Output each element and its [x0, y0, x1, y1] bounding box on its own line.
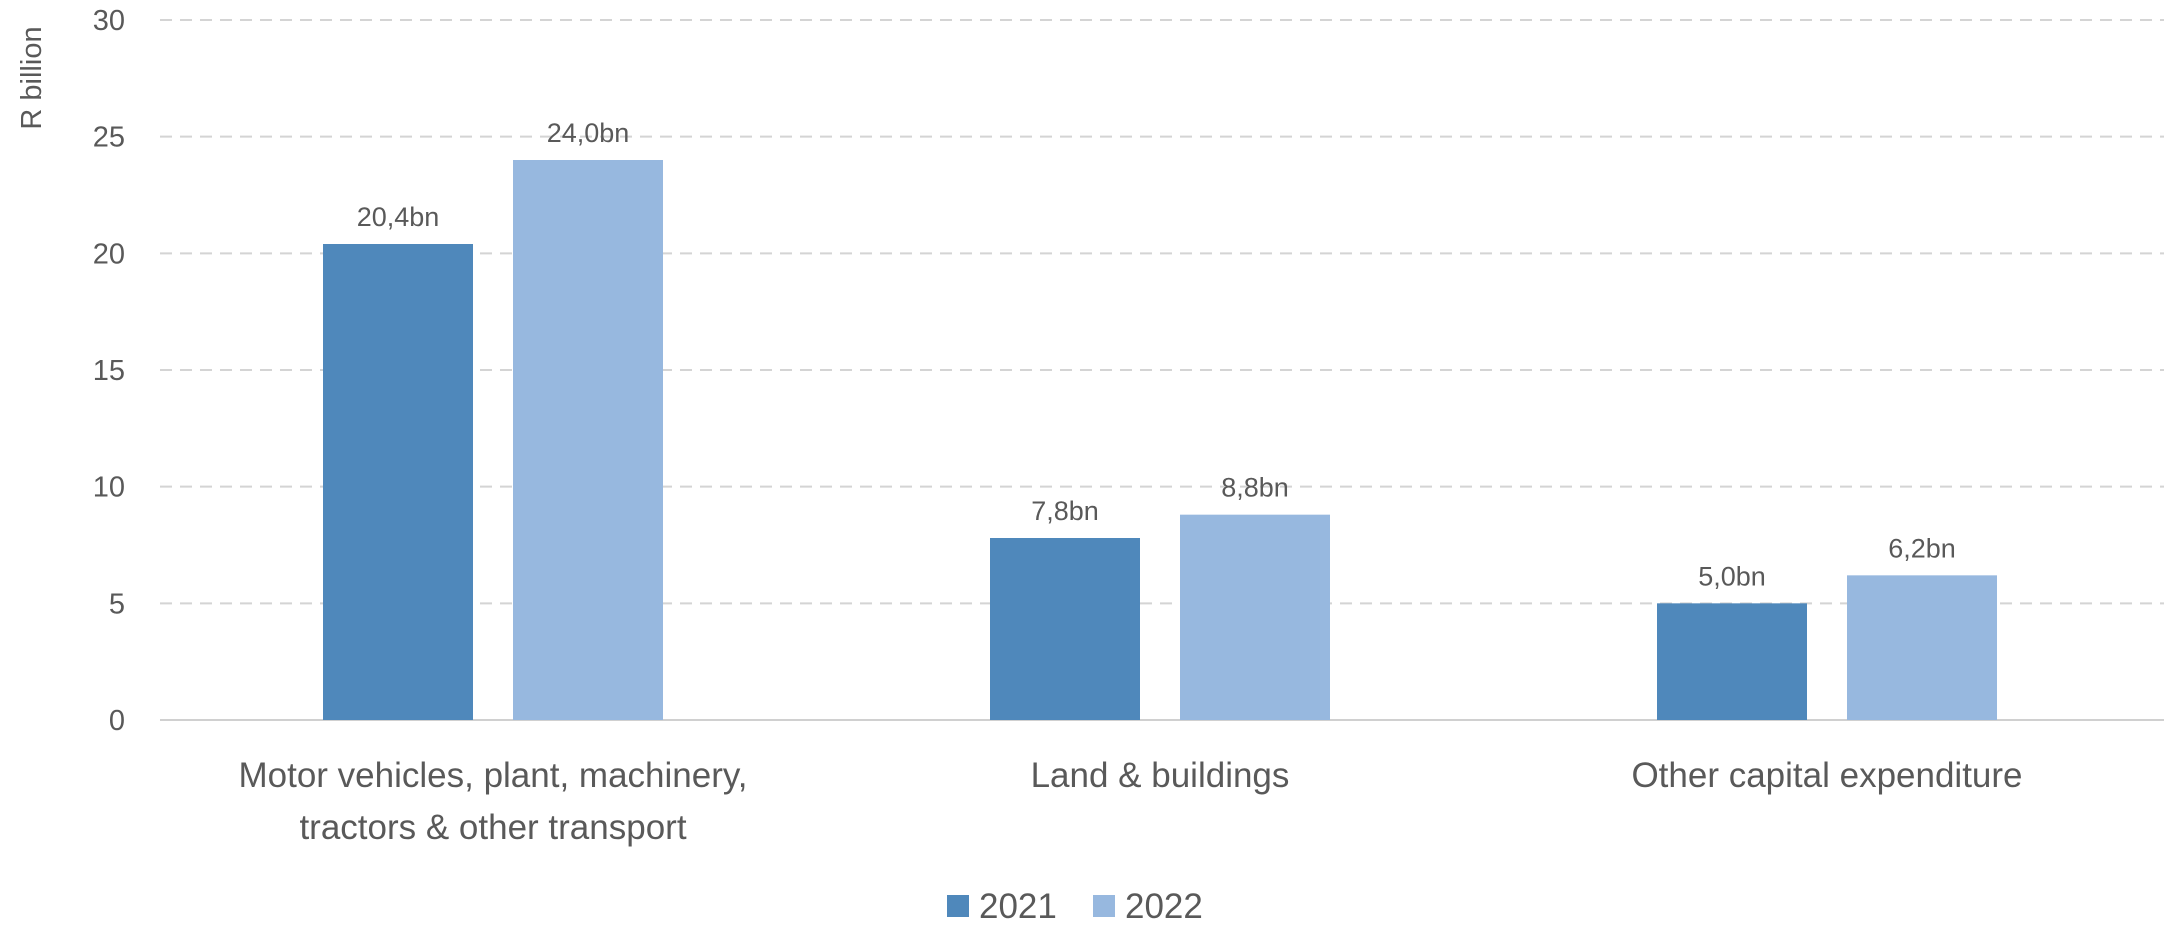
category-labels: Motor vehicles, plant, machinery, tractor… [238, 756, 2022, 847]
y-tick-label: 0 [109, 705, 125, 737]
bars [323, 160, 1997, 720]
legend-label: 2021 [979, 887, 1057, 926]
legend-label: 2022 [1125, 887, 1203, 926]
data-label: 24,0bn [547, 118, 630, 148]
legend-swatch [1093, 895, 1115, 917]
axes: 0 5 10 15 20 25 30 R billion [16, 5, 2164, 737]
y-tick-label: 30 [93, 5, 125, 37]
data-labels: 20,4bn 7,8bn 5,0bn 24,0bn 8,8bn 6,2bn [357, 118, 1956, 591]
bar [513, 160, 663, 720]
bar [1657, 603, 1807, 720]
y-axis-title: R billion [16, 26, 48, 129]
y-tick-label: 10 [93, 472, 125, 504]
legend-swatch [947, 895, 969, 917]
category-label: Other capital expenditure [1631, 756, 2022, 795]
y-tick-label: 20 [93, 238, 125, 270]
category-label: Motor vehicles, plant, machinery, [238, 756, 747, 795]
y-tick-label: 15 [93, 355, 125, 387]
y-tick-label: 25 [93, 122, 125, 154]
data-label: 8,8bn [1221, 473, 1289, 503]
data-label: 6,2bn [1888, 533, 1956, 563]
gridlines [160, 19, 2164, 605]
data-label: 5,0bn [1698, 561, 1766, 591]
legend: 2021 2022 [947, 887, 1203, 926]
bar [1847, 575, 1997, 720]
category-label: tractors & other transport [299, 808, 686, 847]
data-label: 7,8bn [1031, 496, 1099, 526]
data-label: 20,4bn [357, 202, 440, 232]
bar [323, 244, 473, 720]
y-tick-label: 5 [109, 588, 125, 620]
category-label: Land & buildings [1031, 756, 1290, 795]
bar [1180, 514, 1330, 720]
bar [990, 538, 1140, 720]
